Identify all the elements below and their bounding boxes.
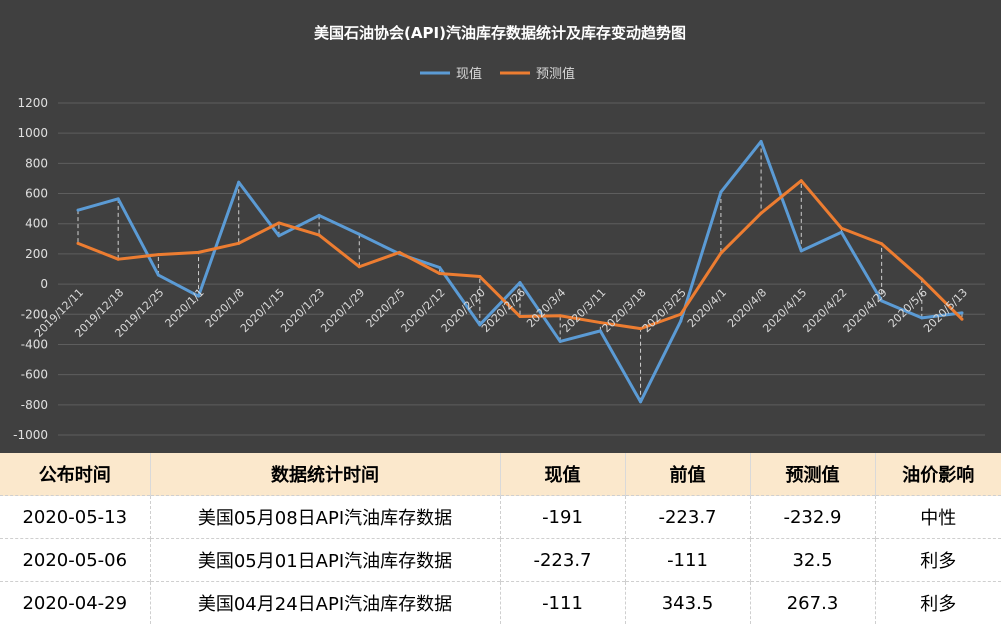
header-forecast: 预测值 bbox=[750, 453, 875, 496]
y-tick-label: -400 bbox=[21, 337, 48, 351]
y-tick-label: 1200 bbox=[17, 96, 48, 110]
y-tick-label: 0 bbox=[40, 277, 48, 291]
data-point bbox=[117, 197, 120, 200]
data-point bbox=[157, 274, 160, 277]
cell-previous: -223.7 bbox=[625, 496, 750, 539]
cell-previous: 343.5 bbox=[625, 582, 750, 624]
x-tick-label: 2020/1/1 bbox=[163, 286, 207, 330]
cell-impact: 利多 bbox=[875, 582, 1001, 624]
gridlines bbox=[58, 103, 985, 435]
data-point bbox=[358, 265, 361, 268]
legend-label: 预测值 bbox=[536, 66, 575, 82]
data-point bbox=[679, 313, 682, 316]
x-tick-label: 2020/1/29 bbox=[318, 286, 367, 335]
table-row: 2020-05-13 美国05月08日API汽油库存数据 -191 -223.7… bbox=[0, 496, 1001, 539]
data-point bbox=[639, 400, 642, 403]
legend-label: 现值 bbox=[456, 66, 482, 82]
data-point bbox=[77, 209, 80, 212]
data-point bbox=[880, 242, 883, 245]
cell-forecast: -232.9 bbox=[750, 496, 875, 539]
data-point bbox=[77, 242, 80, 245]
series-line-actual bbox=[78, 141, 962, 401]
data-point bbox=[920, 316, 923, 319]
data-point bbox=[478, 275, 481, 278]
y-tick-label: -800 bbox=[21, 398, 48, 412]
line-chart: 美国石油协会(API)汽油库存数据统计及库存变动趋势图 现值 预测值 1200 10… bbox=[0, 0, 1001, 453]
data-point bbox=[760, 212, 763, 215]
cell-actual: -111 bbox=[500, 582, 625, 624]
data-point bbox=[237, 181, 240, 184]
header-previous: 前值 bbox=[625, 453, 750, 496]
data-point bbox=[438, 272, 441, 275]
y-tick-label: -600 bbox=[21, 368, 48, 382]
table-row: 2020-04-29 美国04月24日API汽油库存数据 -111 343.5 … bbox=[0, 582, 1001, 624]
data-point bbox=[157, 253, 160, 256]
cell-forecast: 267.3 bbox=[750, 582, 875, 624]
data-point bbox=[719, 252, 722, 255]
data-point bbox=[559, 340, 562, 343]
data-point bbox=[719, 191, 722, 194]
data-point bbox=[559, 314, 562, 317]
header-impact: 油价影响 bbox=[875, 453, 1001, 496]
data-point bbox=[277, 234, 280, 237]
y-tick-label: -1000 bbox=[13, 428, 48, 442]
y-tick-label: 1000 bbox=[17, 126, 48, 140]
data-point bbox=[237, 242, 240, 245]
x-tick-label: 2020/4/1 bbox=[685, 286, 729, 330]
y-tick-label: 800 bbox=[25, 156, 48, 170]
table-row: 2020-05-06 美国05月01日API汽油库存数据 -223.7 -111… bbox=[0, 539, 1001, 582]
x-tick-label: 2020/4/29 bbox=[841, 286, 890, 335]
cell-stat-time: 美国04月24日API汽油库存数据 bbox=[150, 582, 500, 624]
data-point bbox=[961, 318, 964, 321]
data-point bbox=[519, 281, 522, 284]
header-actual: 现值 bbox=[500, 453, 625, 496]
y-tick-label: 400 bbox=[25, 217, 48, 231]
data-point bbox=[438, 266, 441, 269]
x-tick-label: 2020/5/13 bbox=[921, 286, 970, 335]
data-point bbox=[318, 214, 321, 217]
data-point bbox=[398, 251, 401, 254]
x-axis-ticks: 2019/12/112019/12/182019/12/252020/1/120… bbox=[32, 286, 970, 340]
data-point bbox=[679, 320, 682, 323]
data-point bbox=[117, 258, 120, 261]
legend: 现值 预测值 bbox=[420, 66, 575, 82]
data-point bbox=[599, 329, 602, 332]
cell-impact: 中性 bbox=[875, 496, 1001, 539]
api-data-table: 公布时间 数据统计时间 现值 前值 预测值 油价影响 2020-05-13 美国… bbox=[0, 453, 1001, 624]
table-header-row: 公布时间 数据统计时间 现值 前值 预测值 油价影响 bbox=[0, 453, 1001, 496]
data-point bbox=[519, 315, 522, 318]
x-tick-label: 2020/2/26 bbox=[479, 286, 528, 335]
data-point bbox=[358, 233, 361, 236]
cell-forecast: 32.5 bbox=[750, 539, 875, 582]
chart-title: 美国石油协会(API)汽油库存数据统计及库存变动趋势图 bbox=[314, 24, 686, 42]
data-point bbox=[760, 140, 763, 143]
y-tick-label: 600 bbox=[25, 187, 48, 201]
cell-stat-time: 美国05月01日API汽油库存数据 bbox=[150, 539, 500, 582]
drop-lines bbox=[78, 141, 962, 401]
cell-publish-time: 2020-04-29 bbox=[0, 582, 150, 624]
data-point bbox=[277, 221, 280, 224]
data-point bbox=[318, 234, 321, 237]
data-point bbox=[961, 311, 964, 314]
cell-impact: 利多 bbox=[875, 539, 1001, 582]
data-point bbox=[800, 249, 803, 252]
data-point bbox=[840, 231, 843, 234]
cell-stat-time: 美国05月08日API汽油库存数据 bbox=[150, 496, 500, 539]
y-axis-ticks: 120010008006004002000-200-400-600-800-10… bbox=[13, 96, 48, 442]
cell-publish-time: 2020-05-13 bbox=[0, 496, 150, 539]
header-publish-time: 公布时间 bbox=[0, 453, 150, 496]
cell-actual: -191 bbox=[500, 496, 625, 539]
cell-publish-time: 2020-05-06 bbox=[0, 539, 150, 582]
data-point bbox=[197, 251, 200, 254]
series-lines bbox=[77, 140, 964, 403]
chart-panel: 美国石油协会(API)汽油库存数据统计及库存变动趋势图 现值 预测值 1200 10… bbox=[0, 0, 1001, 453]
header-stat-time: 数据统计时间 bbox=[150, 453, 500, 496]
cell-previous: -111 bbox=[625, 539, 750, 582]
data-point bbox=[840, 227, 843, 230]
cell-actual: -223.7 bbox=[500, 539, 625, 582]
y-tick-label: 200 bbox=[25, 247, 48, 261]
data-point bbox=[800, 179, 803, 182]
data-point bbox=[920, 278, 923, 281]
